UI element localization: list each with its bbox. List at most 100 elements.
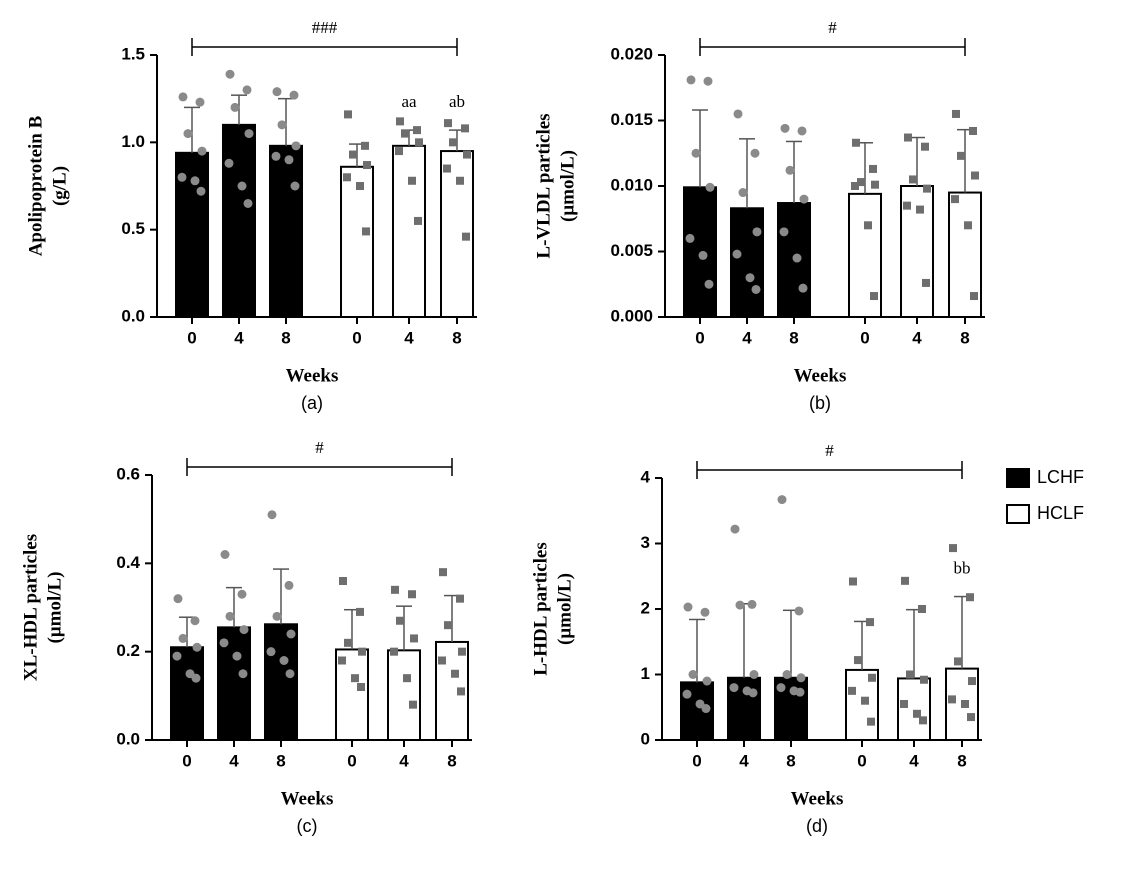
- x-axis-label: Weeks: [281, 788, 334, 809]
- panel-label: (a): [301, 393, 323, 413]
- panel-label: (b): [809, 393, 831, 413]
- data-point: [966, 593, 974, 602]
- data-point: [191, 673, 201, 683]
- data-point: [903, 201, 911, 210]
- x-tick-label: 4: [742, 328, 752, 347]
- data-point: [391, 585, 399, 594]
- data-point: [219, 638, 229, 648]
- data-point: [190, 176, 200, 186]
- data-point: [785, 165, 795, 175]
- data-point: [351, 674, 359, 683]
- data-point: [390, 647, 398, 656]
- data-point: [463, 150, 471, 159]
- data-point: [403, 674, 411, 683]
- data-point: [339, 577, 347, 585]
- x-tick-label: 8: [957, 751, 966, 770]
- data-point: [410, 634, 418, 643]
- y-axis-label-line: (μmol/L): [557, 150, 578, 222]
- y-axis-label-line: (g/L): [49, 166, 70, 206]
- y-tick-label: 1: [641, 664, 650, 683]
- data-point: [782, 670, 792, 679]
- data-point: [396, 616, 404, 625]
- x-tick-label: 0: [695, 328, 704, 347]
- data-point: [439, 568, 447, 577]
- x-tick-label: 4: [909, 751, 919, 770]
- x-tick-label: 8: [786, 751, 795, 770]
- data-point: [682, 689, 692, 699]
- y-axis-label: Apolipoprotein B (g/L): [25, 115, 70, 256]
- data-point: [795, 687, 805, 697]
- bar: [730, 207, 764, 319]
- x-tick-label: 4: [912, 328, 922, 347]
- x-tick-label: 4: [739, 751, 749, 770]
- bar: [845, 668, 879, 741]
- data-point: [289, 90, 299, 100]
- data-point: [971, 171, 979, 180]
- data-point: [277, 120, 287, 130]
- x-tick-label: 4: [234, 328, 244, 347]
- data-point: [700, 607, 710, 617]
- legend-swatch: [1006, 504, 1030, 524]
- data-point: [952, 109, 960, 118]
- data-point: [730, 524, 740, 534]
- data-point: [243, 198, 253, 208]
- data-point: [733, 109, 743, 119]
- bar: [170, 646, 204, 741]
- data-point: [363, 161, 371, 170]
- data-point: [857, 178, 865, 187]
- x-tick-label: 0: [857, 751, 866, 770]
- data-point: [172, 651, 182, 661]
- data-point: [901, 576, 909, 585]
- data-point: [923, 184, 931, 193]
- y-tick-label: 0.020: [610, 44, 653, 63]
- data-point: [745, 273, 755, 283]
- legend-label: HCLF: [1037, 503, 1084, 523]
- data-point: [279, 656, 289, 665]
- bar: [264, 623, 298, 741]
- data-point: [732, 249, 742, 259]
- data-point: [225, 69, 235, 79]
- y-tick-label: 2: [641, 598, 650, 617]
- bracket-label: #: [825, 441, 834, 460]
- x-tick-label: 8: [281, 328, 290, 347]
- data-point: [395, 147, 403, 156]
- data-point: [244, 129, 254, 139]
- data-point: [777, 495, 787, 505]
- data-point: [969, 126, 977, 135]
- y-tick-label: 0.015: [610, 110, 653, 129]
- data-point: [224, 158, 234, 168]
- y-tick-label: 0.2: [116, 641, 140, 660]
- data-point: [698, 250, 708, 260]
- data-point: [196, 186, 206, 196]
- data-point: [356, 607, 364, 616]
- data-point: [854, 656, 862, 665]
- bar: [269, 144, 303, 318]
- data-point: [779, 227, 789, 237]
- data-point: [415, 138, 423, 147]
- data-point: [970, 292, 978, 301]
- bar: [387, 649, 421, 742]
- data-point: [747, 599, 757, 609]
- data-point: [230, 102, 240, 112]
- x-axis-label: Weeks: [286, 365, 339, 386]
- data-point: [195, 97, 205, 107]
- data-point: [349, 150, 357, 159]
- data-point: [271, 151, 281, 161]
- data-point: [443, 164, 451, 173]
- data-point: [438, 656, 446, 665]
- data-point: [237, 589, 247, 599]
- data-point: [688, 670, 698, 679]
- data-point: [362, 227, 370, 236]
- x-axis-label: Weeks: [794, 365, 847, 386]
- y-tick-label: 0.0: [121, 306, 145, 325]
- data-point: [921, 142, 929, 151]
- data-point: [413, 126, 421, 135]
- data-point: [414, 216, 422, 225]
- bracket-label: #: [828, 18, 837, 37]
- data-point: [183, 129, 193, 139]
- bar: [335, 648, 369, 741]
- data-point: [968, 677, 976, 686]
- bar: [897, 677, 931, 741]
- data-point: [686, 75, 696, 85]
- x-tick-label: 0: [187, 328, 196, 347]
